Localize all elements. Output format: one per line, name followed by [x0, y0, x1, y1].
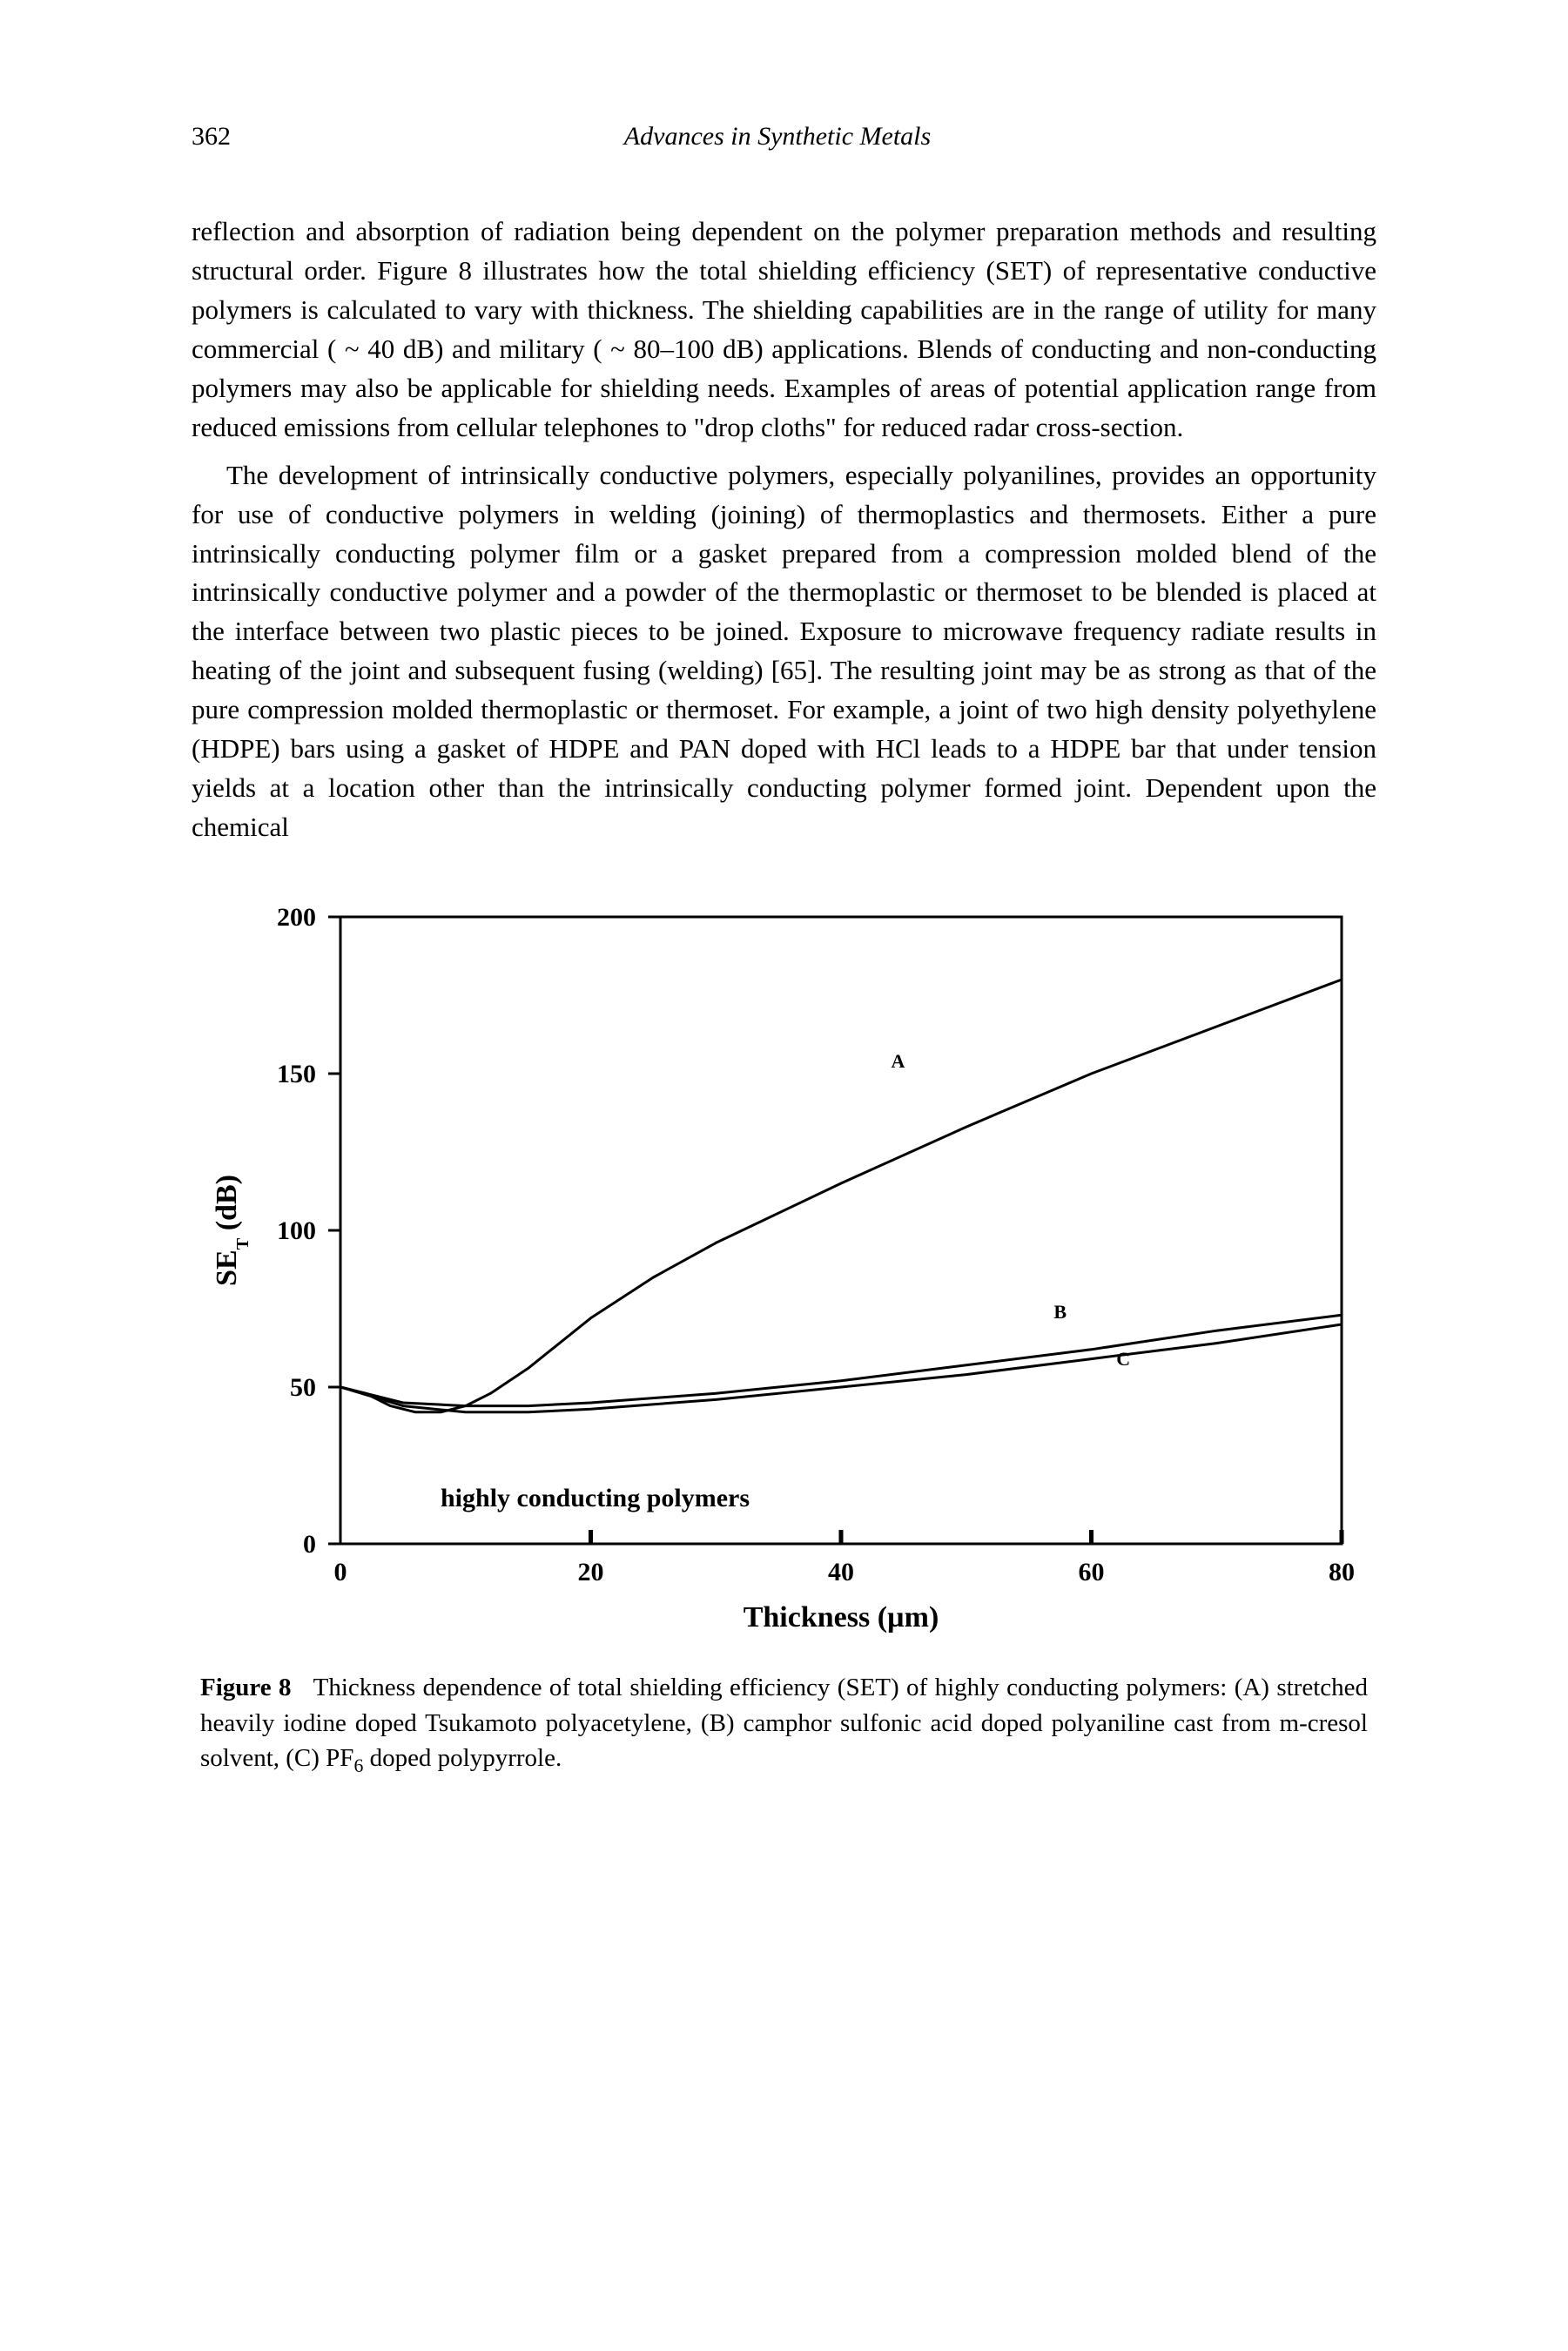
- svg-text:0: 0: [303, 1530, 316, 1559]
- svg-text:60: 60: [1078, 1558, 1104, 1586]
- svg-text:50: 50: [290, 1373, 316, 1402]
- page-number: 362: [192, 122, 231, 152]
- caption-text-2: doped polypyrrole.: [363, 1744, 562, 1772]
- page-header: 362 Advances in Synthetic Metals: [192, 122, 1376, 152]
- svg-text:A: A: [891, 1050, 905, 1072]
- svg-text:C: C: [1116, 1348, 1130, 1370]
- svg-text:Thickness (µm): Thickness (µm): [743, 1601, 939, 1634]
- figure-caption: Figure 8 Thickness dependence of total s…: [192, 1670, 1376, 1779]
- svg-text:40: 40: [828, 1558, 854, 1586]
- svg-text:20: 20: [577, 1558, 603, 1586]
- svg-text:SET (dB): SET (dB): [211, 1175, 252, 1286]
- svg-text:100: 100: [277, 1216, 316, 1245]
- svg-text:B: B: [1053, 1301, 1067, 1323]
- book-title: Advances in Synthetic Metals: [231, 122, 1376, 152]
- figure-label: Figure 8: [200, 1674, 292, 1701]
- paragraph-2: The development of intrinsically conduct…: [192, 456, 1376, 847]
- caption-subscript: 6: [353, 1755, 363, 1776]
- svg-text:200: 200: [277, 903, 316, 932]
- svg-text:80: 80: [1329, 1558, 1355, 1586]
- figure-8: 0 50 100 150 200 0 20 40 60 80 SET (dB) Thickness (…: [192, 891, 1376, 1779]
- svg-text:0: 0: [333, 1558, 347, 1586]
- paragraph-1: reflection and absorption of radiation b…: [192, 212, 1376, 448]
- line-chart: 0 50 100 150 200 0 20 40 60 80 SET (dB) Thickness (…: [192, 891, 1376, 1640]
- svg-text:150: 150: [277, 1060, 316, 1088]
- svg-text:highly conducting polymers: highly conducting polymers: [441, 1484, 750, 1512]
